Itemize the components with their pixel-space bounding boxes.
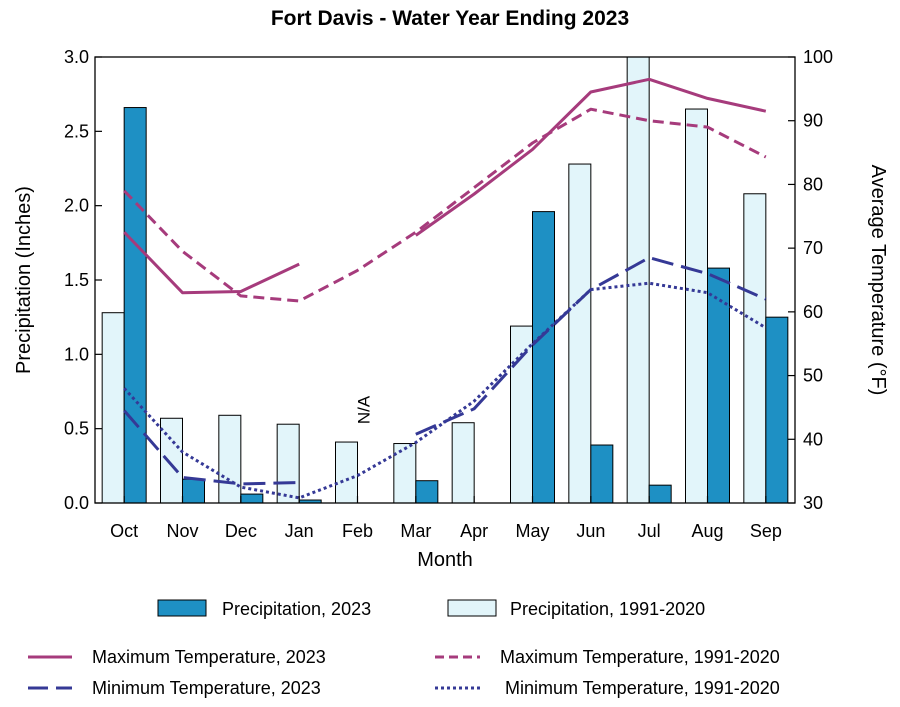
- legend-swatch-precip-2023: [157, 599, 207, 617]
- x-tick-label-apr: Apr: [460, 521, 488, 541]
- lines-layer: [123, 77, 767, 500]
- na-annotation: N/A: [355, 395, 374, 424]
- y2-tick-label: 90: [803, 111, 823, 131]
- y2-tick-label: 40: [803, 429, 823, 449]
- bar-precip-normal-nov: [160, 417, 183, 504]
- bottom-axis: Oct Nov Dec Jan Feb Mar Apr May Jun Jul Aug Sep: [110, 496, 782, 541]
- bar-precip-normal-jul: [626, 56, 650, 504]
- y-axis-label: Precipitation (Inches): [13, 186, 35, 374]
- x-tick-label-dec: Dec: [225, 521, 257, 541]
- x-tick-label-oct: Oct: [110, 521, 138, 541]
- y2-tick-label: 80: [803, 174, 823, 194]
- legend-label-min-normal: Minimum Temperature, 1991-2020: [505, 678, 780, 698]
- bars-layer: [101, 56, 789, 504]
- x-tick-label-aug: Aug: [691, 521, 723, 541]
- bar-precip-2023-nov: [182, 478, 205, 504]
- bar-precip-2023-may: [532, 211, 555, 504]
- line-minimum-temperature-1991-2020-4-0: [123, 281, 767, 500]
- y2-axis-label: Average Temperature (°F): [867, 165, 889, 396]
- bar-precip-normal-sep: [743, 193, 767, 504]
- y2-tick-label: 50: [803, 366, 823, 386]
- bar-precip-2023-jun: [590, 444, 614, 504]
- x-tick-label-jan: Jan: [285, 521, 314, 541]
- bar-precip-2023-jul: [648, 484, 672, 504]
- y2-tick-label: 100: [803, 47, 833, 67]
- bar-precip-2023-sep: [765, 316, 789, 504]
- x-tick-label-sep: Sep: [750, 521, 782, 541]
- right-axis: 30 40 50 60 70 80 90 100: [788, 47, 833, 513]
- y2-tick-label: 30: [803, 493, 823, 513]
- bar-precip-2023-dec: [240, 493, 264, 504]
- x-tick-label-jul: Jul: [638, 521, 661, 541]
- y2-tick-label: 60: [803, 302, 823, 322]
- line-minimum-temperature-2023-3-0: [123, 409, 300, 486]
- bar-precip-normal-jun: [568, 163, 592, 504]
- y-tick-label: 2.5: [64, 121, 89, 141]
- y-tick-label: 0.0: [64, 493, 89, 513]
- legend-label-max-normal: Maximum Temperature, 1991-2020: [500, 647, 780, 667]
- bar-precip-normal-mar: [393, 443, 417, 504]
- legend-label-precip-2023: Precipitation, 2023: [222, 599, 371, 619]
- bar-precip-normal-aug: [685, 108, 708, 504]
- left-axis: 0.0 0.5 1.0 1.5 2.0 2.5 3.0: [64, 47, 102, 513]
- x-tick-label-mar: Mar: [400, 521, 431, 541]
- y-tick-label: 2.0: [64, 196, 89, 216]
- bar-precip-normal-apr: [451, 422, 475, 504]
- x-tick-label-nov: Nov: [166, 521, 198, 541]
- bar-precip-normal-dec: [218, 414, 242, 504]
- line-maximum-temperature-2023-2-0: [414, 77, 767, 237]
- y2-tick-label: 70: [803, 238, 823, 258]
- x-axis-label: Month: [417, 549, 473, 571]
- chart-title: Fort Davis - Water Year Ending 2023: [271, 7, 629, 30]
- bar-precip-2023-oct: [123, 107, 147, 504]
- legend: Precipitation, 2023 Precipitation, 1991-…: [28, 599, 780, 698]
- bar-precip-normal-jan: [276, 423, 300, 504]
- legend-label-min-2023: Minimum Temperature, 2023: [92, 678, 321, 698]
- line-maximum-temperature-2023-0-0: [123, 231, 300, 295]
- legend-label-precip-normal: Precipitation, 1991-2020: [510, 599, 705, 619]
- bar-precip-normal-oct: [101, 312, 125, 504]
- bar-precip-normal-feb: [335, 441, 358, 504]
- y-tick-label: 1.0: [64, 344, 89, 364]
- bar-precip-2023-mar: [415, 480, 439, 504]
- y-tick-label: 3.0: [64, 47, 89, 67]
- x-tick-label-jun: Jun: [576, 521, 605, 541]
- y-tick-label: 1.5: [64, 270, 89, 290]
- legend-label-max-2023: Maximum Temperature, 2023: [92, 647, 326, 667]
- x-tick-label-feb: Feb: [342, 521, 373, 541]
- legend-swatch-precip-normal: [447, 599, 497, 617]
- y-tick-label: 0.5: [64, 419, 89, 439]
- line-maximum-temperature-1991-2020-1-0: [123, 107, 767, 303]
- x-tick-label-may: May: [515, 521, 549, 541]
